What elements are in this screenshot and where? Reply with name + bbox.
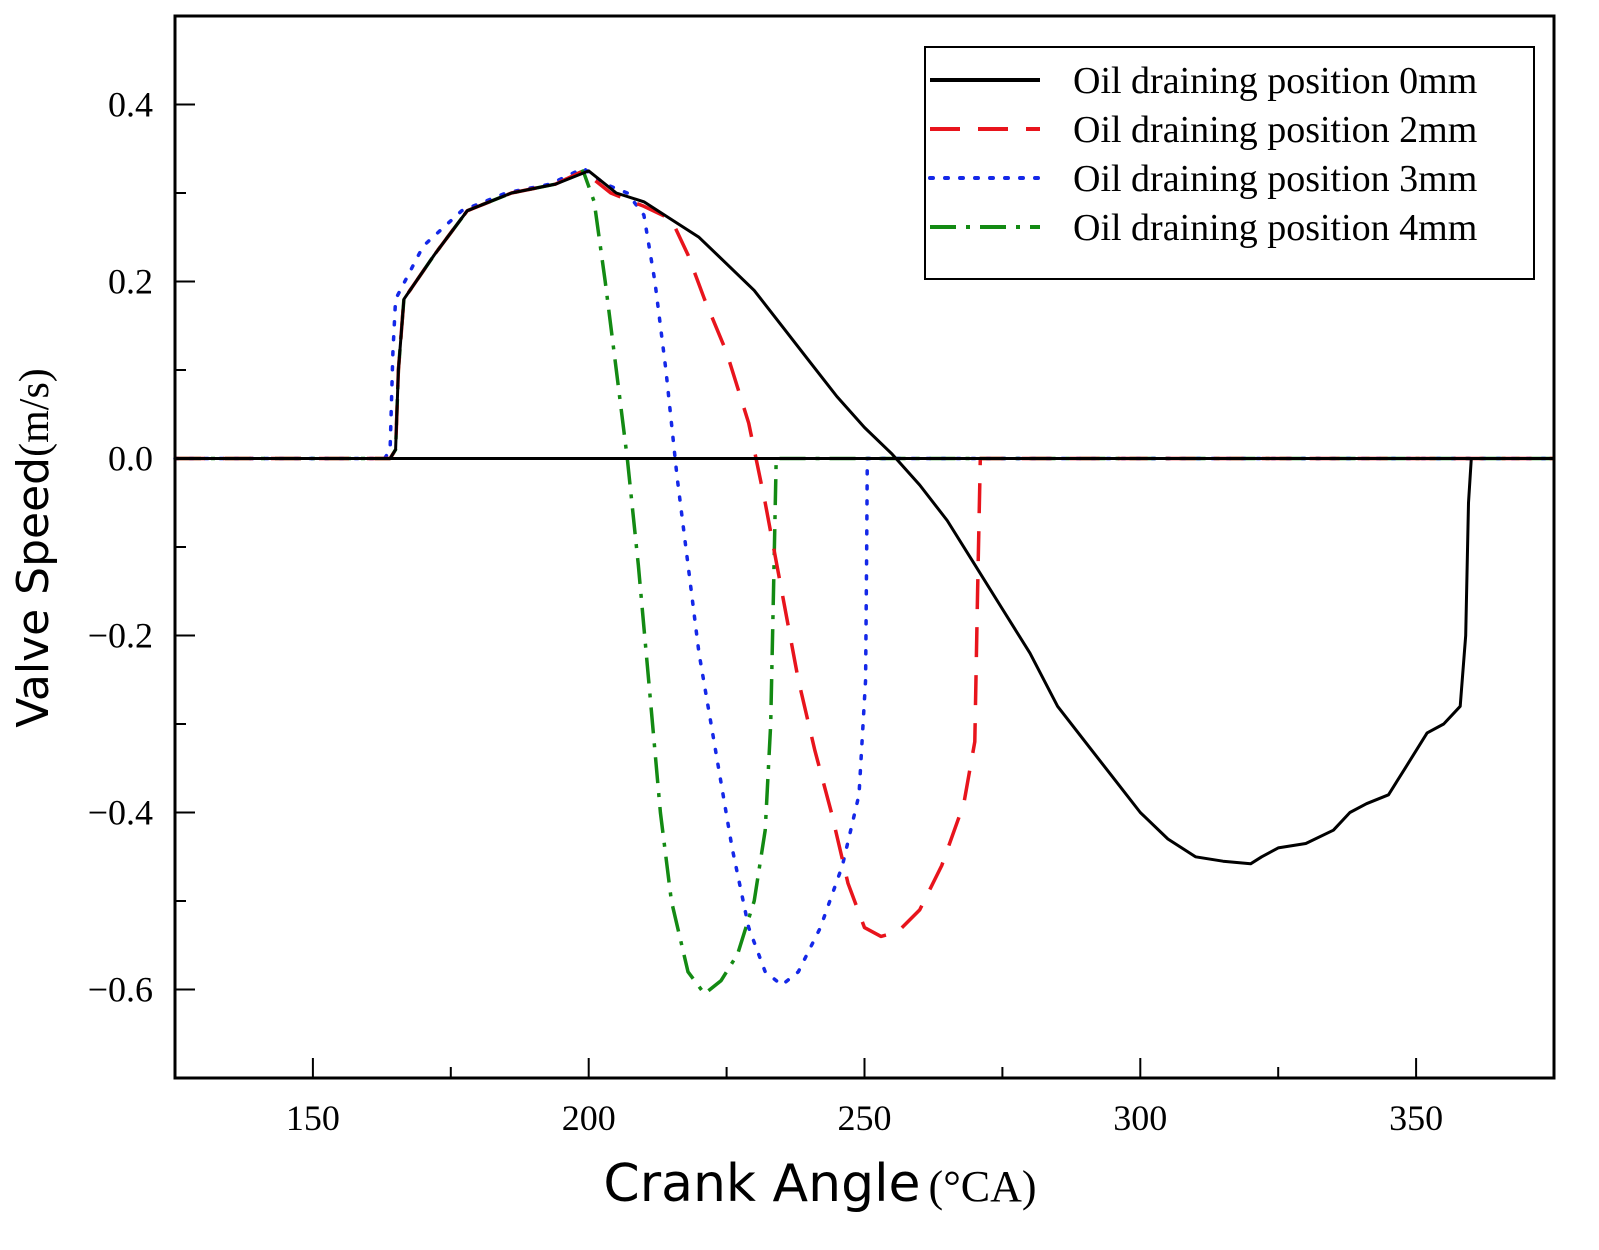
y-tick-label: −0.6 [88,970,153,1010]
x-tick-label: 300 [1113,1098,1167,1138]
y-axis-title: Valve Speed(m/s) [8,368,59,728]
x-tick-label: 200 [562,1098,616,1138]
y-tick-label: 0.0 [108,439,153,479]
x-tick-label: 250 [838,1098,892,1138]
y-tick-label: 0.2 [108,262,153,302]
x-axis-title-unit: (°CA) [929,1162,1037,1211]
y-axis-ticks: 0.4 0.2 0.0 −0.2 −0.4 −0.6 [88,85,195,1010]
legend-label: Oil draining position 3mm [1073,158,1477,200]
x-axis-title: Crank Angle (°CA) [603,1154,1036,1214]
legend-label: Oil draining position 4mm [1073,207,1477,249]
legend-label: Oil draining position 0mm [1073,60,1477,102]
x-axis-ticks: 150 200 250 300 350 [286,1058,1443,1138]
series-line-2mm [175,169,1554,939]
legend-label: Oil draining position 2mm [1073,109,1477,151]
x-tick-label: 150 [286,1098,340,1138]
y-axis-title-unit: (m/s) [12,368,58,457]
x-tick-label: 350 [1389,1098,1443,1138]
y-tick-label: −0.4 [88,793,153,833]
legend-box [924,46,1535,280]
y-tick-label: −0.2 [88,616,153,656]
y-axis-title-main: Valve Speed [8,457,59,728]
legend: Oil draining position 0mm Oil draining po… [924,46,1535,280]
y-tick-label: 0.4 [108,85,153,125]
x-axis-title-main: Crank Angle [603,1154,920,1214]
series-lines [173,166,1556,996]
series-line-0mm [175,169,1554,866]
series-line-3mm [173,166,1556,987]
series-line-4mm [175,169,1554,996]
